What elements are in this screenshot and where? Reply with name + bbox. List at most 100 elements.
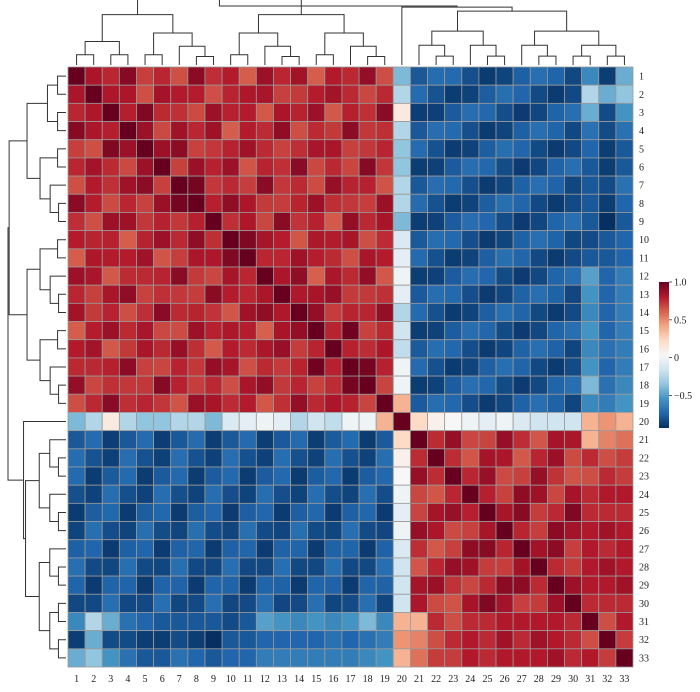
heatmap-cell-r15-c21 <box>410 321 428 341</box>
heatmap-cell-r19-c11 <box>238 393 257 413</box>
heatmap-cell-r26-c8 <box>187 521 206 541</box>
heatmap-cell-r6-c28 <box>529 157 548 177</box>
heatmap-cell-r15-c24 <box>461 321 480 341</box>
heatmap-cell-r32-c33 <box>615 630 634 650</box>
heatmap-cell-r2-c7 <box>170 84 189 104</box>
heatmap-cell-r31-c31 <box>581 612 600 632</box>
heatmap-cell-r28-c32 <box>598 557 617 577</box>
heatmap-cell-r4-c25 <box>478 121 497 141</box>
heatmap-cell-r24-c25 <box>478 484 497 504</box>
heatmap-cell-r21-c4 <box>118 430 137 450</box>
row-label-31: 31 <box>639 617 649 628</box>
heatmap-cell-r23-c18 <box>358 466 377 486</box>
row-label-24: 24 <box>639 490 649 501</box>
heatmap-cell-r15-c12 <box>255 321 274 341</box>
heatmap-cell-r9-c1 <box>67 212 86 232</box>
heatmap-cell-r20-c10 <box>221 412 240 432</box>
heatmap-cell-r32-c4 <box>118 630 137 650</box>
heatmap-cell-r13-c13 <box>273 284 291 304</box>
heatmap-cell-r23-c25 <box>478 466 497 486</box>
heatmap-cell-r9-c24 <box>461 212 480 232</box>
heatmap-cell-r1-c8 <box>187 66 206 86</box>
row-label-17: 17 <box>639 363 649 374</box>
heatmap-cell-r4-c17 <box>341 121 360 141</box>
heatmap-cell-r15-c6 <box>153 321 172 341</box>
heatmap-cell-r22-c24 <box>461 448 480 468</box>
heatmap-cell-r11-c21 <box>410 248 428 268</box>
column-label-4: 4 <box>125 674 130 685</box>
heatmap-cell-r30-c25 <box>478 593 497 613</box>
heatmap-cell-r2-c3 <box>101 84 120 104</box>
heatmap-cell-r3-c33 <box>615 102 634 122</box>
heatmap-cell-r30-c12 <box>255 593 274 613</box>
heatmap-cell-r7-c13 <box>273 175 291 195</box>
heatmap-cell-r14-c12 <box>255 302 274 322</box>
row-label-5: 5 <box>639 144 644 155</box>
column-label-13: 13 <box>277 674 287 685</box>
heatmap-cell-r1-c5 <box>136 66 154 86</box>
heatmap-cell-r5-c1 <box>67 139 86 159</box>
heatmap-cell-r16-c17 <box>341 339 360 359</box>
heatmap-cell-r26-c19 <box>375 521 394 541</box>
heatmap-cell-r3-c26 <box>495 102 514 122</box>
heatmap-cell-r17-c21 <box>410 357 428 377</box>
heatmap-cell-r25-c30 <box>564 502 583 522</box>
heatmap-cell-r8-c15 <box>307 193 326 213</box>
heatmap-cell-r4-c4 <box>118 121 137 141</box>
heatmap-cell-r23-c33 <box>615 466 634 486</box>
heatmap-cell-r15-c3 <box>101 321 120 341</box>
heatmap-cell-r33-c18 <box>358 648 377 668</box>
heatmap-cell-r30-c26 <box>495 593 514 613</box>
heatmap-cell-r9-c6 <box>153 212 172 232</box>
heatmap-cell-r28-c12 <box>255 557 274 577</box>
heatmap-cell-r20-c9 <box>204 412 223 432</box>
heatmap-cell-r8-c27 <box>512 193 531 213</box>
heatmap-cell-r25-c6 <box>153 502 172 522</box>
heatmap-cell-r12-c23 <box>444 266 463 286</box>
heatmap-cell-r14-c21 <box>410 302 428 322</box>
heatmap-cell-r19-c19 <box>375 393 394 413</box>
heatmap-cell-r29-c18 <box>358 575 377 595</box>
heatmap-cell-r4-c16 <box>324 121 343 141</box>
heatmap-cell-r11-c5 <box>136 248 154 268</box>
heatmap-cell-r4-c1 <box>67 121 86 141</box>
heatmap-cell-r13-c1 <box>67 284 86 304</box>
heatmap-cell-r5-c22 <box>427 139 446 159</box>
heatmap-cell-r4-c31 <box>581 121 600 141</box>
heatmap-cell-r20-c6 <box>153 412 172 432</box>
heatmap-cell-r15-c5 <box>136 321 154 341</box>
heatmap-cell-r11-c27 <box>512 248 531 268</box>
heatmap-cell-r6-c2 <box>84 157 103 177</box>
heatmap-cell-r5-c8 <box>187 139 206 159</box>
heatmap-cell-r11-c10 <box>221 248 240 268</box>
heatmap-cell-r32-c7 <box>170 630 189 650</box>
heatmap-cell-r21-c1 <box>67 430 86 450</box>
heatmap-cell-r11-c3 <box>101 248 120 268</box>
row-label-16: 16 <box>639 344 649 355</box>
heatmap-cell-r17-c1 <box>67 357 86 377</box>
heatmap-cell-r28-c10 <box>221 557 240 577</box>
heatmap-cell-r19-c1 <box>67 393 86 413</box>
heatmap-cell-r2-c9 <box>204 84 223 104</box>
heatmap-cell-r3-c18 <box>358 102 377 122</box>
heatmap-cell-r2-c16 <box>324 84 343 104</box>
heatmap-cell-r16-c16 <box>324 339 343 359</box>
heatmap-cell-r6-c25 <box>478 157 497 177</box>
heatmap-cell-r17-c26 <box>495 357 514 377</box>
heatmap-cell-r22-c10 <box>221 448 240 468</box>
heatmap-cell-r27-c22 <box>427 539 446 559</box>
heatmap-cell-r32-c26 <box>495 630 514 650</box>
heatmap-cell-r10-c7 <box>170 230 189 250</box>
heatmap-cell-r12-c2 <box>84 266 103 286</box>
heatmap-cell-r18-c8 <box>187 375 206 395</box>
heatmap-cell-r33-c20 <box>392 648 411 668</box>
heatmap-cell-r9-c13 <box>273 212 291 232</box>
heatmap-cell-r15-c32 <box>598 321 617 341</box>
row-label-23: 23 <box>639 472 649 483</box>
heatmap-cell-r14-c3 <box>101 302 120 322</box>
heatmap-cell-r27-c14 <box>290 539 309 559</box>
heatmap-cell-r27-c8 <box>187 539 206 559</box>
heatmap-cell-r11-c30 <box>564 248 583 268</box>
column-label-21: 21 <box>414 674 424 685</box>
heatmap-cell-r31-c8 <box>187 612 206 632</box>
